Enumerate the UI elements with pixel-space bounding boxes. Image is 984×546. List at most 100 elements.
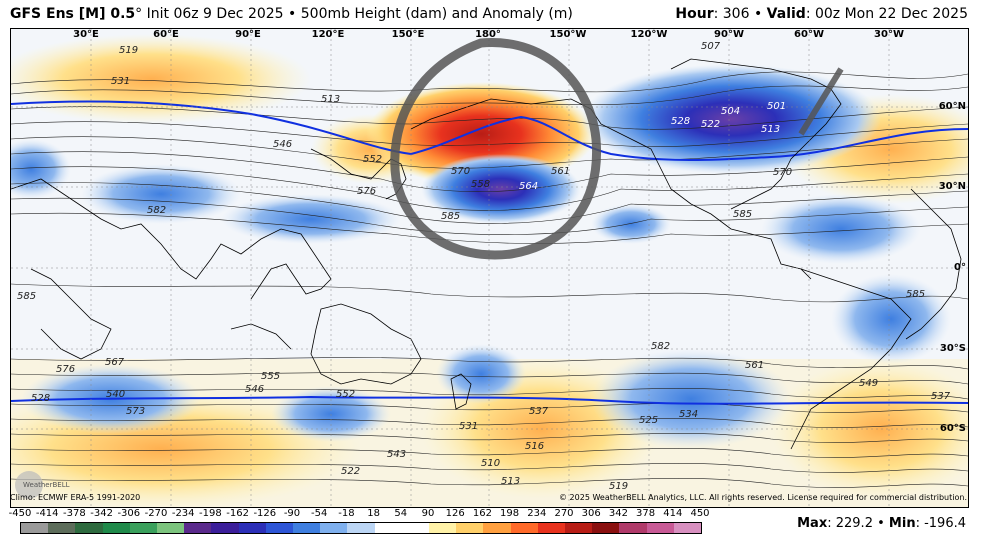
lat-label: 60°N — [938, 101, 966, 112]
colorbar-swatch — [456, 523, 484, 533]
lon-label: 90°E — [235, 29, 261, 40]
colorbar-tick-label: -18 — [338, 508, 355, 519]
anomaly-warm-south-atlantic — [771, 359, 968, 499]
contour-label: 507 — [701, 41, 721, 52]
logo-text: WeatherBELL — [23, 481, 70, 489]
colorbar-tick-label: 198 — [500, 508, 520, 519]
colorbar-swatch — [211, 523, 239, 533]
colorbar-swatch — [646, 523, 674, 533]
colorbar-swatch — [75, 523, 103, 533]
colorbar-tick-label: 342 — [608, 508, 628, 519]
bullet: • — [877, 516, 885, 531]
contour-label: 513 — [761, 124, 780, 135]
contour-label: 570 — [451, 166, 470, 177]
max-label: Max — [797, 516, 828, 531]
colorbar-swatch — [157, 523, 185, 533]
lat-label: 60°S — [939, 423, 966, 434]
lon-label: 30°E — [73, 29, 99, 40]
contour-label: 585 — [441, 211, 460, 222]
hour-label: Hour — [675, 6, 714, 22]
contour-label: 576 — [56, 364, 75, 375]
lon-label: 60°W — [794, 29, 824, 40]
colorbar-swatch — [510, 523, 538, 533]
annotation-stroke — [798, 67, 844, 136]
contour-label: 522 — [341, 466, 360, 477]
contour-label: 531 — [459, 421, 478, 432]
contour-label: 510 — [481, 458, 500, 469]
contour-label: 504 — [721, 106, 740, 117]
anomaly-cool-south-america — [831, 274, 951, 364]
colorbar-tick-label: -198 — [199, 508, 222, 519]
anomaly-cool-china — [221, 194, 401, 244]
colorbar-tick-label: -342 — [90, 508, 113, 519]
colorbar-tick-label: 414 — [663, 508, 683, 519]
colorbar-swatch — [401, 523, 430, 533]
colorbar-tick-label: 270 — [554, 508, 574, 519]
bullet: • — [753, 6, 763, 22]
contour-label: 540 — [106, 389, 125, 400]
contour-label: 552 — [363, 154, 382, 165]
colorbar-tick-label: -54 — [311, 508, 328, 519]
contour-label: 546 — [245, 384, 264, 395]
colorbar-tick-label: -414 — [35, 508, 59, 519]
contour-label: 585 — [733, 209, 752, 220]
degree-symbol: ° — [135, 6, 143, 22]
hour-value: : 306 — [713, 6, 750, 22]
colorbar-tick-label: 18 — [367, 508, 380, 519]
contour-label: 567 — [105, 357, 125, 368]
lat-label: 30°S — [939, 343, 966, 354]
field-name: 500mb Height (dam) and Anomaly (m) — [300, 6, 573, 22]
colorbar-tick-label: -378 — [63, 508, 86, 519]
anomaly-cool-india — [81, 164, 241, 224]
contour-label: 543 — [387, 449, 406, 460]
colorbar-swatch — [483, 523, 511, 533]
contour-label: 522 — [701, 119, 720, 130]
colorbar-tick-label: -270 — [144, 508, 168, 519]
contour-label: 585 — [17, 291, 36, 302]
colorbar-swatch — [565, 523, 593, 533]
contour-label: 528 — [671, 116, 690, 127]
lon-label: 120°W — [630, 29, 668, 40]
header-valid: Hour: 306 • Valid: 00z Mon 22 Dec 2025 — [675, 6, 968, 22]
contour-label: 525 — [639, 415, 658, 426]
colorbar-tick-label: -306 — [117, 508, 141, 519]
contour-label: 585 — [906, 289, 925, 300]
valid-value: : 00z Mon 22 Dec 2025 — [805, 6, 968, 22]
colorbar-tick-label: 450 — [690, 508, 710, 519]
contour-label: 531 — [111, 76, 130, 87]
contour-label: 501 — [767, 101, 786, 112]
contour-label: 528 — [31, 393, 50, 404]
lon-label: 180° — [475, 29, 501, 40]
colorbar-ticks: -450 -414 -378 -342 -306 -270 -234 -198 -162 -126… — [9, 508, 710, 520]
anomaly-cool-tasman — [436, 344, 526, 404]
colorbar-swatch — [619, 523, 647, 533]
colorbar-swatch — [592, 523, 620, 533]
lon-label: 150°W — [549, 29, 587, 40]
copyright-note: © 2025 WeatherBELL Analytics, LLC. All r… — [559, 493, 967, 502]
colorbar-tick-label: 54 — [394, 508, 408, 519]
colorbar-tick-label: -162 — [226, 508, 249, 519]
contour-label: 513 — [501, 476, 520, 487]
colorbar-swatch — [537, 523, 566, 533]
lon-label: 30°W — [874, 29, 904, 40]
contour-label: 564 — [519, 181, 538, 192]
colorbar — [20, 522, 702, 534]
anomaly-trough-north-pacific — [421, 154, 581, 224]
contour-label: 516 — [525, 441, 544, 452]
colorbar-tick-label: 378 — [636, 508, 656, 519]
colorbar-tick-label: -450 — [8, 508, 32, 519]
colorbar-swatch — [374, 523, 402, 533]
contour-label: 519 — [609, 481, 628, 492]
valid-label: Valid — [766, 6, 806, 22]
colorbar-tick-label: -90 — [283, 508, 301, 519]
colorbar-tick-label: 306 — [581, 508, 601, 519]
colorbar-swatch — [293, 523, 321, 533]
colorbar-tick-label: -126 — [253, 508, 277, 519]
annotation-circle — [390, 38, 602, 260]
lon-label: 150°E — [391, 29, 425, 40]
anomaly-cool-atlantic — [761, 194, 921, 264]
colorbar-swatch — [48, 523, 76, 533]
bullet: • — [288, 6, 297, 22]
contour-label: 570 — [773, 167, 792, 178]
contour-label: 513 — [321, 94, 340, 105]
